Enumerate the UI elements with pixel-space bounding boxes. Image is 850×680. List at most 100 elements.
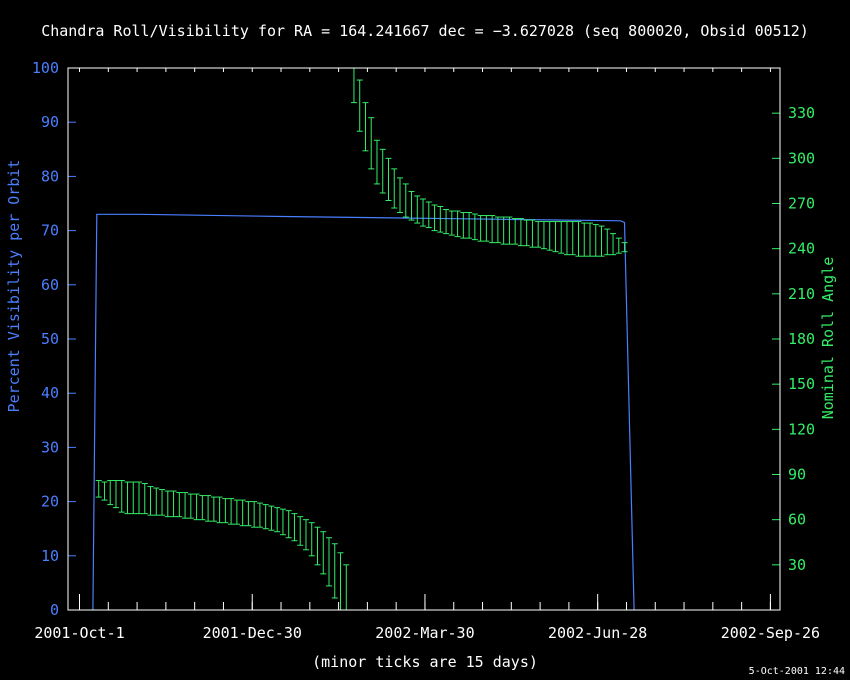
timestamp-footer: 5-Oct-2001 12:44 (749, 666, 845, 677)
roll-error-bar (245, 501, 252, 527)
x-tick-label: 2002-Sep-26 (721, 624, 820, 642)
roll-error-bar (101, 481, 108, 501)
roll-error-bar (437, 206, 444, 233)
roll-error-bar (454, 210, 461, 238)
roll-error-bar (112, 480, 119, 509)
roll-error-bar (489, 215, 496, 244)
roll-error-bar (569, 221, 576, 256)
roll-error-bar (558, 221, 565, 254)
y-left-tick-label: 40 (41, 384, 59, 402)
y-right-tick-label: 30 (788, 556, 806, 574)
roll-error-bar (512, 218, 519, 245)
chart-title: Chandra Roll/Visibility for RA = 164.241… (41, 22, 809, 40)
roll-error-bar (443, 209, 450, 235)
roll-error-bar (308, 522, 315, 557)
roll-error-bar (153, 487, 160, 516)
roll-error-bar (391, 168, 398, 209)
roll-error-bar (385, 157, 392, 201)
roll-error-bar (368, 117, 375, 170)
roll-error-bar (302, 519, 309, 551)
roll-error-bar (552, 221, 559, 253)
roll-error-bar (210, 496, 217, 522)
roll-error-bar (500, 216, 507, 245)
roll-error-bar (205, 495, 212, 522)
y-left-tick-label: 100 (32, 59, 59, 77)
y-right-tick-label: 210 (788, 285, 815, 303)
y-right-tick-label: 120 (788, 420, 815, 438)
y-left-tick-label: 80 (41, 167, 59, 185)
roll-error-bar (350, 68, 357, 104)
x-axis-label: (minor ticks are 15 days) (312, 653, 538, 671)
roll-error-bar (592, 224, 599, 257)
roll-error-bar (130, 481, 137, 515)
roll-error-bar (147, 486, 154, 516)
roll-error-bar (222, 498, 229, 524)
y-right-tick-label: 180 (788, 330, 815, 348)
roll-error-bar (187, 493, 194, 519)
roll-error-bar (228, 498, 235, 525)
roll-error-bar (373, 139, 380, 185)
roll-error-bar (425, 201, 432, 229)
roll-error-bar (587, 222, 594, 257)
y-left-tick-label: 30 (41, 438, 59, 456)
roll-error-bar (408, 190, 415, 221)
roll-error-bar (164, 490, 171, 518)
roll-error-bar (529, 219, 536, 248)
roll-error-bar (575, 221, 582, 257)
axes-layer: 0 10 20 30 40 50 60 70 80 90 100 30 60 90 120 150 180 210… (32, 59, 820, 642)
roll-error-bar (420, 198, 427, 227)
x-tick-label: 2001-Dec-30 (203, 624, 302, 642)
roll-error-bar (379, 148, 386, 194)
roll-error-bar (124, 481, 131, 515)
roll-error-bar (107, 480, 114, 506)
roll-error-bar (159, 489, 166, 516)
y-right-tick-label: 60 (788, 511, 806, 529)
roll-error-bar (546, 221, 553, 251)
roll-error-bar (494, 216, 501, 244)
roll-error-bar (118, 480, 125, 513)
y-left-tick-label: 70 (41, 222, 59, 240)
roll-error-bar (326, 537, 333, 587)
roll-error-bar (466, 212, 473, 239)
y-right-label: Nominal Roll Angle (819, 257, 837, 420)
roll-error-bar (535, 221, 542, 248)
roll-error-bar (598, 225, 605, 257)
roll-error-bar (274, 507, 281, 533)
roll-error-bar (460, 212, 467, 239)
roll-error-bar (615, 237, 622, 254)
roll-error-bar (506, 216, 513, 245)
roll-error-bar (95, 480, 102, 498)
roll-error-bar (621, 242, 628, 253)
y-right-tick-label: 330 (788, 104, 815, 122)
roll-error-bar (402, 183, 409, 218)
y-left-tick-label: 60 (41, 276, 59, 294)
roll-error-bar (448, 210, 455, 236)
roll-error-bar (262, 504, 269, 530)
x-tick-label: 2002-Jun-28 (548, 624, 647, 642)
roll-error-bar (517, 218, 524, 247)
y-right-tick-label: 270 (788, 195, 815, 213)
roll-error-bar (193, 493, 200, 521)
y-left-tick-label: 20 (41, 493, 59, 511)
y-left-tick-label: 90 (41, 113, 59, 131)
roll-error-bar (297, 516, 304, 546)
roll-error-bar (182, 492, 189, 519)
roll-error-bar (477, 215, 484, 242)
roll-error-bar (563, 221, 570, 256)
x-tick-label: 2002-Mar-30 (375, 624, 474, 642)
roll-error-bar (414, 195, 421, 224)
roll-error-bar (314, 526, 321, 566)
roll-error-bar (540, 221, 547, 250)
roll-error-bar (356, 79, 363, 132)
roll-error-bar (320, 531, 327, 575)
roll-error-bar (610, 233, 617, 256)
plot-frame (67, 67, 781, 611)
roll-error-bar (216, 496, 223, 524)
y-right-tick-label: 150 (788, 375, 815, 393)
roll-error-bar (285, 510, 292, 539)
roll-error-bar (199, 495, 206, 521)
x-tick-label: 2001-Oct-1 (34, 624, 124, 642)
roll-error-bar (136, 481, 143, 515)
